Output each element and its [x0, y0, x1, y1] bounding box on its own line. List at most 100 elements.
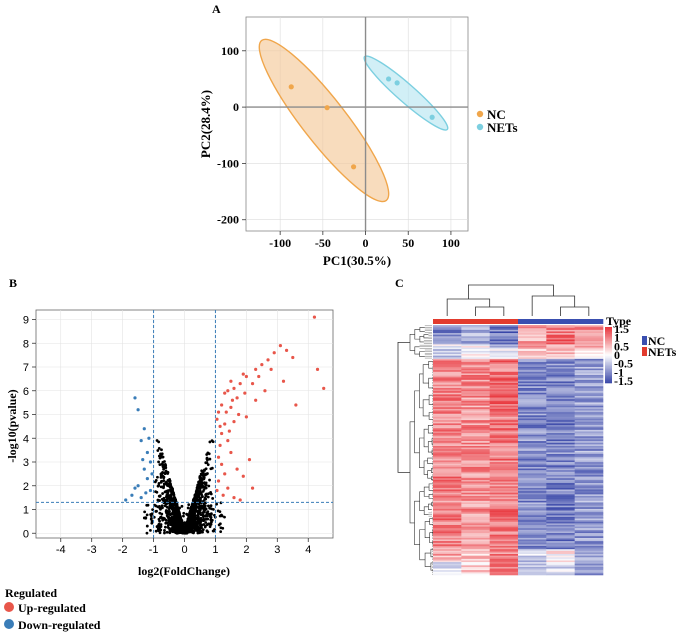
- heatmap-cell: [518, 557, 547, 560]
- heatmap-cell: [574, 436, 604, 439]
- heatmap-cell: [546, 429, 575, 432]
- volcano-point-down: [133, 396, 137, 400]
- heatmap-cell: [489, 568, 519, 571]
- heatmap-cell: [433, 392, 462, 395]
- row-dendrogram-link: [414, 329, 420, 340]
- heatmap-cell: [518, 542, 547, 545]
- heatmap-cell: [546, 352, 575, 355]
- heatmap-cell: [461, 516, 490, 519]
- heatmap-cell: [433, 481, 462, 484]
- heatmap-cell: [518, 534, 547, 537]
- heatmap-cell: [461, 468, 490, 471]
- heatmap-cell: [574, 549, 604, 552]
- volcano-point-ns: [192, 504, 196, 508]
- heatmap-cell: [546, 554, 575, 556]
- heatmap-cell: [433, 455, 462, 458]
- volcano-point-up: [254, 367, 258, 371]
- heatmap-cell: [574, 529, 604, 532]
- volcano-point-ns: [207, 504, 210, 508]
- heatmap-cell: [433, 563, 462, 566]
- heatmap-cell: [433, 426, 462, 429]
- pca-point-nets: [385, 76, 392, 82]
- heatmap-cell: [433, 495, 462, 498]
- heatmap-cell: [546, 566, 575, 569]
- color-scale-swatch: [605, 356, 612, 359]
- heatmap-cell: [574, 370, 604, 373]
- heatmap-cell: [518, 337, 547, 340]
- heatmap-cell: [489, 563, 519, 566]
- volcano-point-ns: [172, 509, 175, 513]
- heatmap-cell: [489, 504, 519, 506]
- volcano-point-up: [230, 398, 235, 402]
- volcano-point-ns: [160, 448, 163, 452]
- color-scale-title: Type: [606, 314, 632, 328]
- heatmap-cell: [433, 402, 462, 405]
- color-scale-swatch: [605, 376, 612, 378]
- pca-plot: -100 -50 0 50 100 -200 -100 0 100 PC1(30.5%) PC2…: [198, 16, 518, 268]
- heatmap-cell: [489, 465, 519, 468]
- heatmap-cell: [489, 373, 519, 376]
- heatmap-cell: [461, 378, 490, 381]
- heatmap-cell: [546, 437, 575, 440]
- heatmap-cell: [546, 492, 575, 495]
- volcano-point-ns: [156, 475, 159, 479]
- heatmap-cell: [546, 481, 575, 484]
- color-scale-swatch: [605, 334, 612, 336]
- heatmap-cell: [518, 465, 547, 468]
- heatmap-cell: [574, 487, 604, 490]
- heatmap-cell: [546, 389, 575, 392]
- heatmap-cell: [489, 342, 519, 345]
- heatmap-cell: [433, 363, 462, 366]
- heatmap-cell: [461, 334, 490, 337]
- volcano-point-down: [142, 427, 146, 431]
- heatmap-cell: [461, 433, 490, 435]
- volcano-point-ns: [209, 492, 213, 496]
- heatmap-cell: [546, 426, 575, 429]
- heatmap-cell: [546, 537, 575, 540]
- volcano-point-ns: [211, 497, 215, 500]
- heatmap-cell: [518, 510, 547, 513]
- color-scale-swatch: [605, 370, 612, 373]
- color-scale-swatch: [605, 328, 612, 331]
- heatmap-cell: [433, 518, 462, 521]
- volcano-point-ns: [171, 491, 175, 495]
- heatmap-cell: [433, 415, 462, 418]
- volcano-point-ns: [206, 510, 210, 513]
- heatmap-cell: [546, 478, 575, 481]
- heatmap-cell: [461, 416, 490, 419]
- heatmap-cell: [433, 497, 462, 500]
- heatmap-cell: [461, 526, 490, 529]
- heatmap-cell: [433, 383, 462, 385]
- volcano-point-up: [241, 372, 245, 376]
- volcano-point-ns: [169, 495, 173, 499]
- heatmap-cell: [518, 520, 547, 523]
- volcano-point-ns: [165, 498, 169, 502]
- column-annotation-bar: [433, 319, 604, 324]
- heatmap-cell: [546, 491, 575, 494]
- volcano-point-up: [235, 467, 239, 471]
- heatmap-cell: [518, 395, 547, 398]
- heatmap-cell: [574, 357, 604, 360]
- legend-label-nc: NC: [648, 334, 665, 348]
- volcano-x-tick-label: 0: [181, 544, 187, 556]
- heatmap-cell: [489, 463, 519, 466]
- heatmap-cell: [546, 473, 575, 476]
- heatmap-cell: [461, 557, 490, 560]
- heatmap-cell: [461, 370, 490, 373]
- color-scale-tick-label: 0: [614, 348, 620, 362]
- color-scale-swatch: [605, 357, 612, 360]
- heatmap-cell: [574, 476, 604, 479]
- heatmap-cell: [489, 349, 519, 352]
- heatmap-cell: [546, 370, 575, 373]
- pca-x-tick-label: 100: [442, 236, 460, 250]
- heatmap-cell: [546, 573, 575, 576]
- volcano-y-tick-label: 8: [23, 338, 29, 350]
- volcano-point-ns: [197, 492, 201, 495]
- heatmap-cell: [433, 473, 462, 476]
- heatmap-cell: [518, 357, 547, 360]
- heatmap-cell: [489, 537, 519, 540]
- heatmap-cell: [574, 362, 604, 365]
- volcano-point-ns: [166, 491, 170, 494]
- heatmap-cell: [461, 366, 490, 369]
- heatmap-cell: [433, 347, 462, 350]
